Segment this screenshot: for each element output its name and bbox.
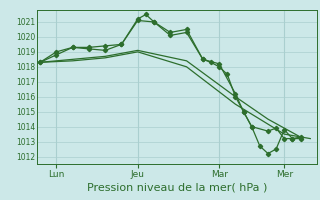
X-axis label: Pression niveau de la mer( hPa ): Pression niveau de la mer( hPa ): [87, 183, 267, 193]
